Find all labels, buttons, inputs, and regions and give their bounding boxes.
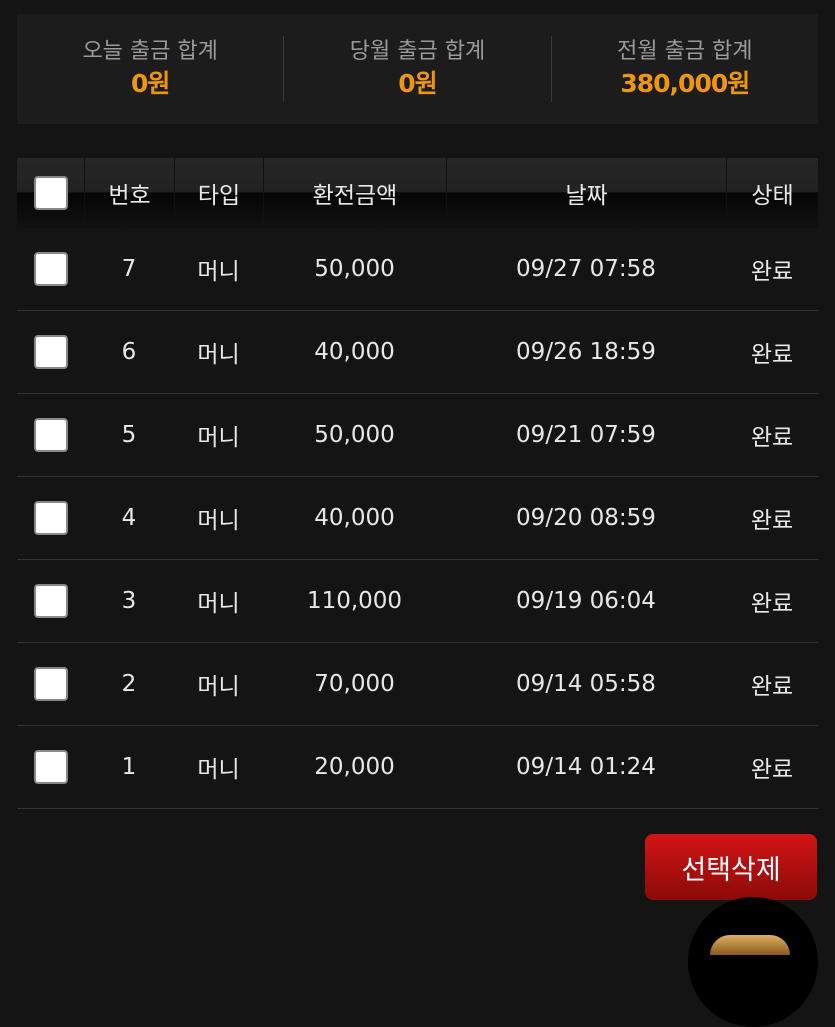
table-row: 4 머니 40,000 09/20 08:59 완료 (17, 477, 818, 560)
cell-number: 2 (121, 671, 137, 697)
cell-type: 머니 (197, 425, 240, 451)
cell-amount: 70,000 (314, 671, 395, 697)
cell-type: 머니 (197, 757, 240, 783)
cell-status: 완료 (750, 591, 794, 617)
cell-amount: 50,000 (314, 256, 395, 282)
summary-last-month: 전월 출금 합계 380,000원 (550, 36, 818, 102)
summary-value: 0원 (130, 69, 170, 98)
cell-date: 09/14 01:24 (516, 754, 656, 780)
summary-label: 당월 출금 합계 (349, 39, 486, 64)
row-checkbox[interactable] (33, 584, 68, 618)
row-checkbox[interactable] (33, 418, 68, 452)
summary-label: 오늘 출금 합계 (82, 39, 218, 64)
header-status: 상태 (726, 158, 818, 228)
table-row: 6 머니 40,000 09/26 18:59 완료 (17, 311, 818, 394)
cell-date: 09/21 07:59 (516, 422, 656, 448)
summary-today: 오늘 출금 합계 0원 (17, 36, 283, 102)
cell-amount: 40,000 (314, 339, 395, 365)
header-date: 날짜 (446, 158, 726, 228)
header-number: 번호 (84, 158, 174, 228)
table-header: 번호 타입 환전금액 날짜 상태 (17, 158, 818, 228)
cell-number: 7 (121, 256, 137, 282)
cell-number: 3 (121, 588, 137, 614)
summary-label: 전월 출금 합계 (617, 39, 753, 64)
cell-status: 완료 (750, 674, 794, 700)
row-checkbox[interactable] (33, 501, 68, 535)
header-amount: 환전금액 (263, 158, 446, 228)
cell-date: 09/20 08:59 (516, 505, 656, 531)
cell-status: 완료 (750, 508, 794, 534)
header-type: 타입 (174, 158, 263, 228)
cell-date: 09/27 07:58 (516, 256, 656, 282)
cell-type: 머니 (197, 591, 240, 617)
cell-amount: 20,000 (314, 754, 395, 780)
cell-amount: 40,000 (314, 505, 395, 531)
cell-type: 머니 (197, 259, 240, 285)
table-row: 5 머니 50,000 09/21 07:59 완료 (17, 394, 818, 477)
withdrawal-table: 번호 타입 환전금액 날짜 상태 7 머니 50,000 09/27 07:58… (17, 158, 818, 809)
table-row: 1 머니 20,000 09/14 01:24 완료 (17, 726, 818, 809)
cell-status: 완료 (750, 342, 794, 368)
cell-number: 4 (121, 505, 137, 531)
withdrawal-summary: 오늘 출금 합계 0원 당월 출금 합계 0원 전월 출금 합계 380,000원 (17, 14, 818, 124)
cell-type: 머니 (197, 508, 240, 534)
delete-selected-button[interactable]: 선택삭제 (645, 834, 817, 900)
row-checkbox[interactable] (33, 750, 68, 784)
cell-type: 머니 (197, 674, 240, 700)
cell-number: 5 (121, 422, 137, 448)
summary-month: 당월 출금 합계 0원 (283, 36, 550, 102)
row-checkbox[interactable] (33, 335, 68, 369)
cell-date: 09/14 05:58 (516, 671, 656, 697)
cell-type: 머니 (197, 342, 240, 368)
floating-logo[interactable] (688, 897, 818, 1027)
cell-date: 09/26 18:59 (516, 339, 656, 365)
cell-status: 완료 (750, 425, 794, 451)
table-row: 3 머니 110,000 09/19 06:04 완료 (17, 560, 818, 643)
cell-number: 6 (121, 339, 137, 365)
summary-value: 0원 (398, 69, 437, 98)
cell-amount: 110,000 (306, 588, 403, 614)
row-checkbox[interactable] (33, 667, 68, 701)
table-row: 2 머니 70,000 09/14 05:58 완료 (17, 643, 818, 726)
cell-amount: 50,000 (314, 422, 395, 448)
select-all-checkbox[interactable] (33, 176, 68, 210)
logo-mark (710, 935, 790, 955)
cell-status: 완료 (750, 757, 794, 783)
summary-value: 380,000원 (620, 69, 750, 98)
cell-number: 1 (121, 754, 137, 780)
row-checkbox[interactable] (33, 252, 68, 286)
cell-status: 완료 (750, 259, 794, 285)
table-row: 7 머니 50,000 09/27 07:58 완료 (17, 228, 818, 311)
cell-date: 09/19 06:04 (516, 588, 656, 614)
